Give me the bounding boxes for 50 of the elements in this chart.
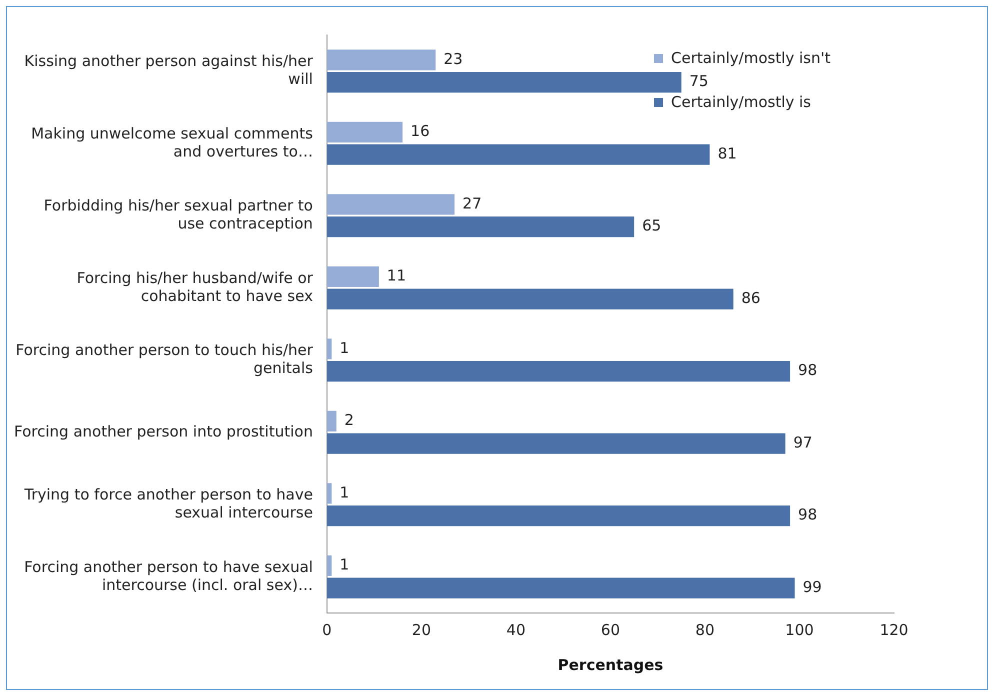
bar bbox=[326, 433, 786, 454]
bar bbox=[326, 483, 332, 504]
x-tick-label: 20 bbox=[412, 620, 432, 639]
bar bbox=[326, 194, 455, 215]
data-label: 81 bbox=[718, 144, 737, 162]
y-tick-label: Forcing another person to have sexual intercourse (incl. oral sex)… bbox=[24, 558, 313, 594]
data-label: 1 bbox=[340, 483, 350, 502]
legend-label: Certainly/mostly is bbox=[671, 92, 812, 111]
data-label: 1 bbox=[340, 556, 350, 574]
data-label: 75 bbox=[689, 72, 708, 90]
x-tick-label: 120 bbox=[880, 620, 908, 639]
x-tick-label: 100 bbox=[785, 620, 814, 639]
legend-label: Certainly/mostly isn't bbox=[671, 48, 831, 67]
bar bbox=[326, 216, 634, 238]
data-label: 98 bbox=[798, 506, 818, 524]
y-tick-label: Forcing another person into prostitution bbox=[14, 422, 313, 440]
data-label: 97 bbox=[793, 433, 812, 452]
y-tick-label: Making unwelcome sexual comments and overtures to… bbox=[31, 124, 314, 160]
data-label: 27 bbox=[462, 194, 482, 212]
bar bbox=[326, 578, 795, 598]
bar bbox=[326, 410, 336, 432]
bar bbox=[326, 72, 682, 93]
bar bbox=[326, 555, 332, 576]
data-label: 23 bbox=[444, 50, 463, 68]
bar bbox=[326, 361, 790, 382]
data-label: 86 bbox=[741, 288, 760, 307]
y-tick-label: Forcing another person to touch his/her genitals bbox=[16, 341, 314, 378]
bar bbox=[326, 338, 332, 360]
data-label: 99 bbox=[802, 578, 822, 596]
data-label: 11 bbox=[386, 266, 406, 285]
data-label: 65 bbox=[642, 216, 662, 235]
bar bbox=[326, 144, 710, 165]
x-tick-label: 0 bbox=[322, 620, 332, 639]
bar bbox=[326, 50, 436, 70]
bar bbox=[326, 122, 403, 142]
y-tick-label: Kissing another person against his/her will bbox=[24, 52, 314, 88]
data-label: 16 bbox=[410, 122, 430, 140]
y-tick-label: Forbidding his/her sexual partner to use contraception bbox=[44, 196, 313, 233]
x-axis-title: Percentages bbox=[558, 656, 664, 674]
x-tick-label: 80 bbox=[695, 620, 715, 639]
x-tick-label: 40 bbox=[506, 620, 526, 639]
x-tick-label: 60 bbox=[600, 620, 620, 639]
bar bbox=[326, 288, 734, 310]
data-label: 2 bbox=[344, 411, 354, 430]
data-label: 1 bbox=[340, 338, 350, 357]
data-label: 98 bbox=[798, 361, 818, 380]
bar bbox=[326, 266, 379, 287]
y-tick-label: Trying to force another person to have sexual intercourse bbox=[23, 486, 313, 522]
bar bbox=[326, 506, 790, 526]
y-tick-label: Forcing his/her husband/wife or cohabitant to have sex bbox=[76, 268, 314, 305]
